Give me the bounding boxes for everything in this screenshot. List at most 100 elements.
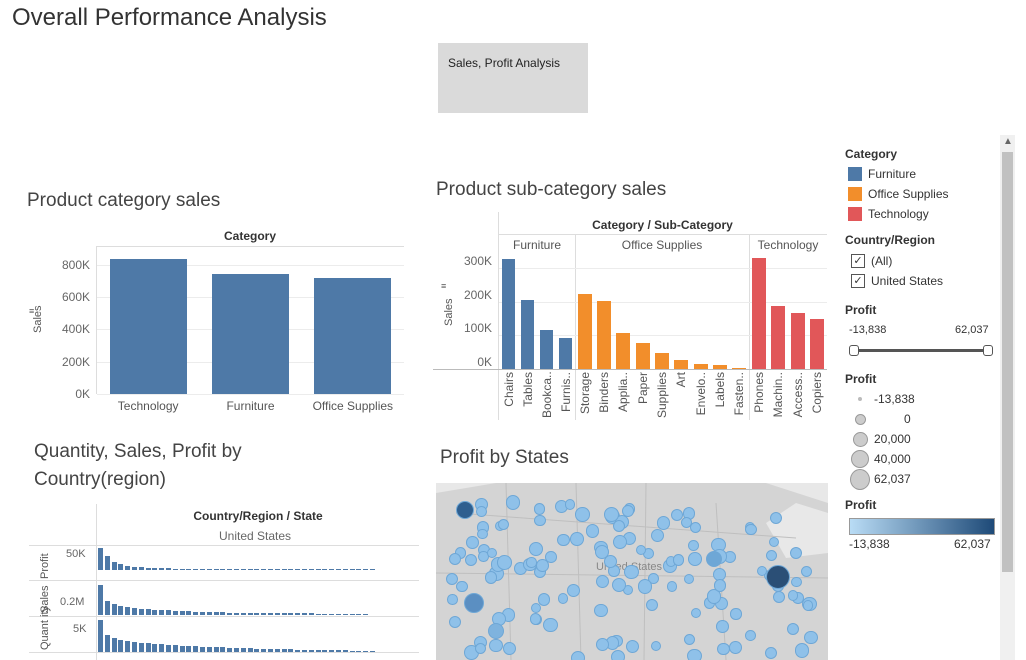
state-profit-marker[interactable]	[534, 514, 546, 527]
qsp-bar[interactable]	[118, 606, 124, 615]
state-profit-marker[interactable]	[650, 529, 664, 543]
qsp-bar[interactable]	[363, 614, 369, 615]
qsp-bar[interactable]	[302, 569, 307, 570]
qsp-bar[interactable]	[179, 569, 185, 570]
state-profit-marker[interactable]	[787, 590, 799, 601]
qsp-bar[interactable]	[356, 614, 362, 615]
qsp-bar[interactable]	[370, 651, 375, 652]
state-profit-marker[interactable]	[557, 593, 568, 604]
subcategory-bar[interactable]	[577, 293, 592, 369]
qsp-bar[interactable]	[281, 613, 287, 615]
state-profit-marker[interactable]	[570, 651, 585, 660]
qsp-bar[interactable]	[254, 613, 260, 615]
qsp-bar[interactable]	[240, 613, 246, 615]
state-profit-marker[interactable]	[464, 554, 477, 567]
qsp-bar[interactable]	[315, 614, 321, 615]
slider-handle-min[interactable]	[849, 345, 859, 356]
qsp-bar[interactable]	[166, 645, 171, 652]
state-profit-marker[interactable]	[537, 593, 551, 606]
subcategory-bar[interactable]	[501, 259, 516, 369]
state-profit-marker[interactable]	[536, 559, 549, 572]
state-profit-marker[interactable]	[687, 648, 702, 660]
qsp-bar[interactable]	[179, 611, 185, 615]
state-profit-marker[interactable]	[672, 554, 685, 566]
state-profit-marker[interactable]	[768, 537, 779, 548]
qsp-bar[interactable]	[234, 648, 239, 652]
qsp-bar[interactable]	[322, 650, 328, 652]
state-profit-marker[interactable]	[770, 511, 783, 524]
profit-range-slider[interactable]	[853, 349, 988, 352]
qsp-bar[interactable]	[322, 614, 328, 615]
state-profit-marker[interactable]	[706, 551, 722, 567]
qsp-bar[interactable]	[159, 568, 165, 570]
qsp-bar[interactable]	[132, 567, 137, 570]
qsp-bar[interactable]	[342, 650, 348, 652]
subcategory-bar[interactable]	[674, 359, 689, 369]
qsp-bar[interactable]	[302, 613, 307, 615]
qsp-bar[interactable]	[254, 649, 260, 652]
qsp-bar[interactable]	[329, 650, 335, 652]
qsp-bar[interactable]	[261, 569, 267, 570]
qsp-bar[interactable]	[247, 648, 253, 652]
qsp-bar[interactable]	[118, 564, 124, 570]
qsp-bar[interactable]	[193, 646, 199, 652]
qsp-bar[interactable]	[349, 569, 355, 570]
qsp-bar[interactable]	[104, 556, 110, 570]
qsp-bar[interactable]	[98, 548, 103, 570]
qsp-bar[interactable]	[125, 566, 131, 570]
state-profit-marker[interactable]	[687, 539, 699, 551]
qsp-bar[interactable]	[186, 646, 192, 652]
qsp-bar[interactable]	[329, 569, 335, 570]
qsp-bar[interactable]	[315, 569, 321, 570]
state-profit-marker[interactable]	[730, 608, 742, 620]
qsp-bar[interactable]	[322, 569, 328, 570]
state-profit-marker[interactable]	[528, 542, 543, 557]
qsp-bar[interactable]	[261, 649, 267, 652]
qsp-bar[interactable]	[363, 651, 369, 652]
state-profit-marker[interactable]	[456, 501, 474, 519]
qsp-bar[interactable]	[336, 650, 341, 652]
state-profit-marker[interactable]	[565, 499, 576, 510]
qsp-bar[interactable]	[206, 647, 212, 652]
state-profit-marker[interactable]	[729, 641, 743, 655]
qsp-bar[interactable]	[159, 644, 165, 652]
qsp-bar[interactable]	[220, 569, 226, 570]
state-profit-marker[interactable]	[570, 532, 584, 546]
state-profit-marker[interactable]	[691, 608, 702, 619]
qsp-bar[interactable]	[363, 569, 369, 570]
subcategory-bar[interactable]	[751, 258, 766, 369]
qsp-bar[interactable]	[288, 613, 294, 615]
state-profit-marker[interactable]	[713, 579, 727, 592]
qsp-bar[interactable]	[268, 649, 273, 652]
qsp-bar[interactable]	[213, 647, 219, 652]
subcategory-bar[interactable]	[539, 330, 554, 369]
sort-icon[interactable]: ≡	[29, 306, 35, 316]
state-profit-marker[interactable]	[637, 579, 653, 595]
subcategory-bar[interactable]	[713, 364, 727, 369]
subcategory-bar[interactable]	[771, 305, 786, 369]
qsp-bar[interactable]	[145, 609, 151, 615]
subcategory-bar[interactable]	[635, 342, 650, 369]
qsp-bar[interactable]	[295, 569, 301, 570]
state-profit-marker[interactable]	[804, 630, 818, 645]
subcategory-bar[interactable]	[597, 300, 611, 369]
qsp-bar[interactable]	[166, 568, 171, 570]
qsp-bar[interactable]	[342, 569, 348, 570]
state-profit-marker[interactable]	[789, 546, 803, 560]
state-profit-marker[interactable]	[689, 521, 701, 533]
qsp-bar[interactable]	[281, 649, 287, 652]
filter-item-all[interactable]: ✓ (All)	[851, 251, 943, 271]
state-profit-marker[interactable]	[488, 623, 504, 639]
qsp-bar[interactable]	[247, 613, 253, 615]
qsp-bar[interactable]	[295, 650, 301, 652]
state-profit-marker[interactable]	[645, 599, 658, 612]
qsp-bar[interactable]	[356, 651, 362, 652]
qsp-bar[interactable]	[125, 641, 131, 652]
state-profit-marker[interactable]	[604, 555, 617, 569]
state-profit-marker[interactable]	[635, 545, 647, 556]
qsp-bar[interactable]	[274, 613, 280, 615]
qsp-bar[interactable]	[104, 601, 110, 615]
state-profit-marker[interactable]	[545, 551, 557, 564]
qsp-bar[interactable]	[186, 569, 192, 570]
state-profit-marker[interactable]	[594, 544, 609, 560]
